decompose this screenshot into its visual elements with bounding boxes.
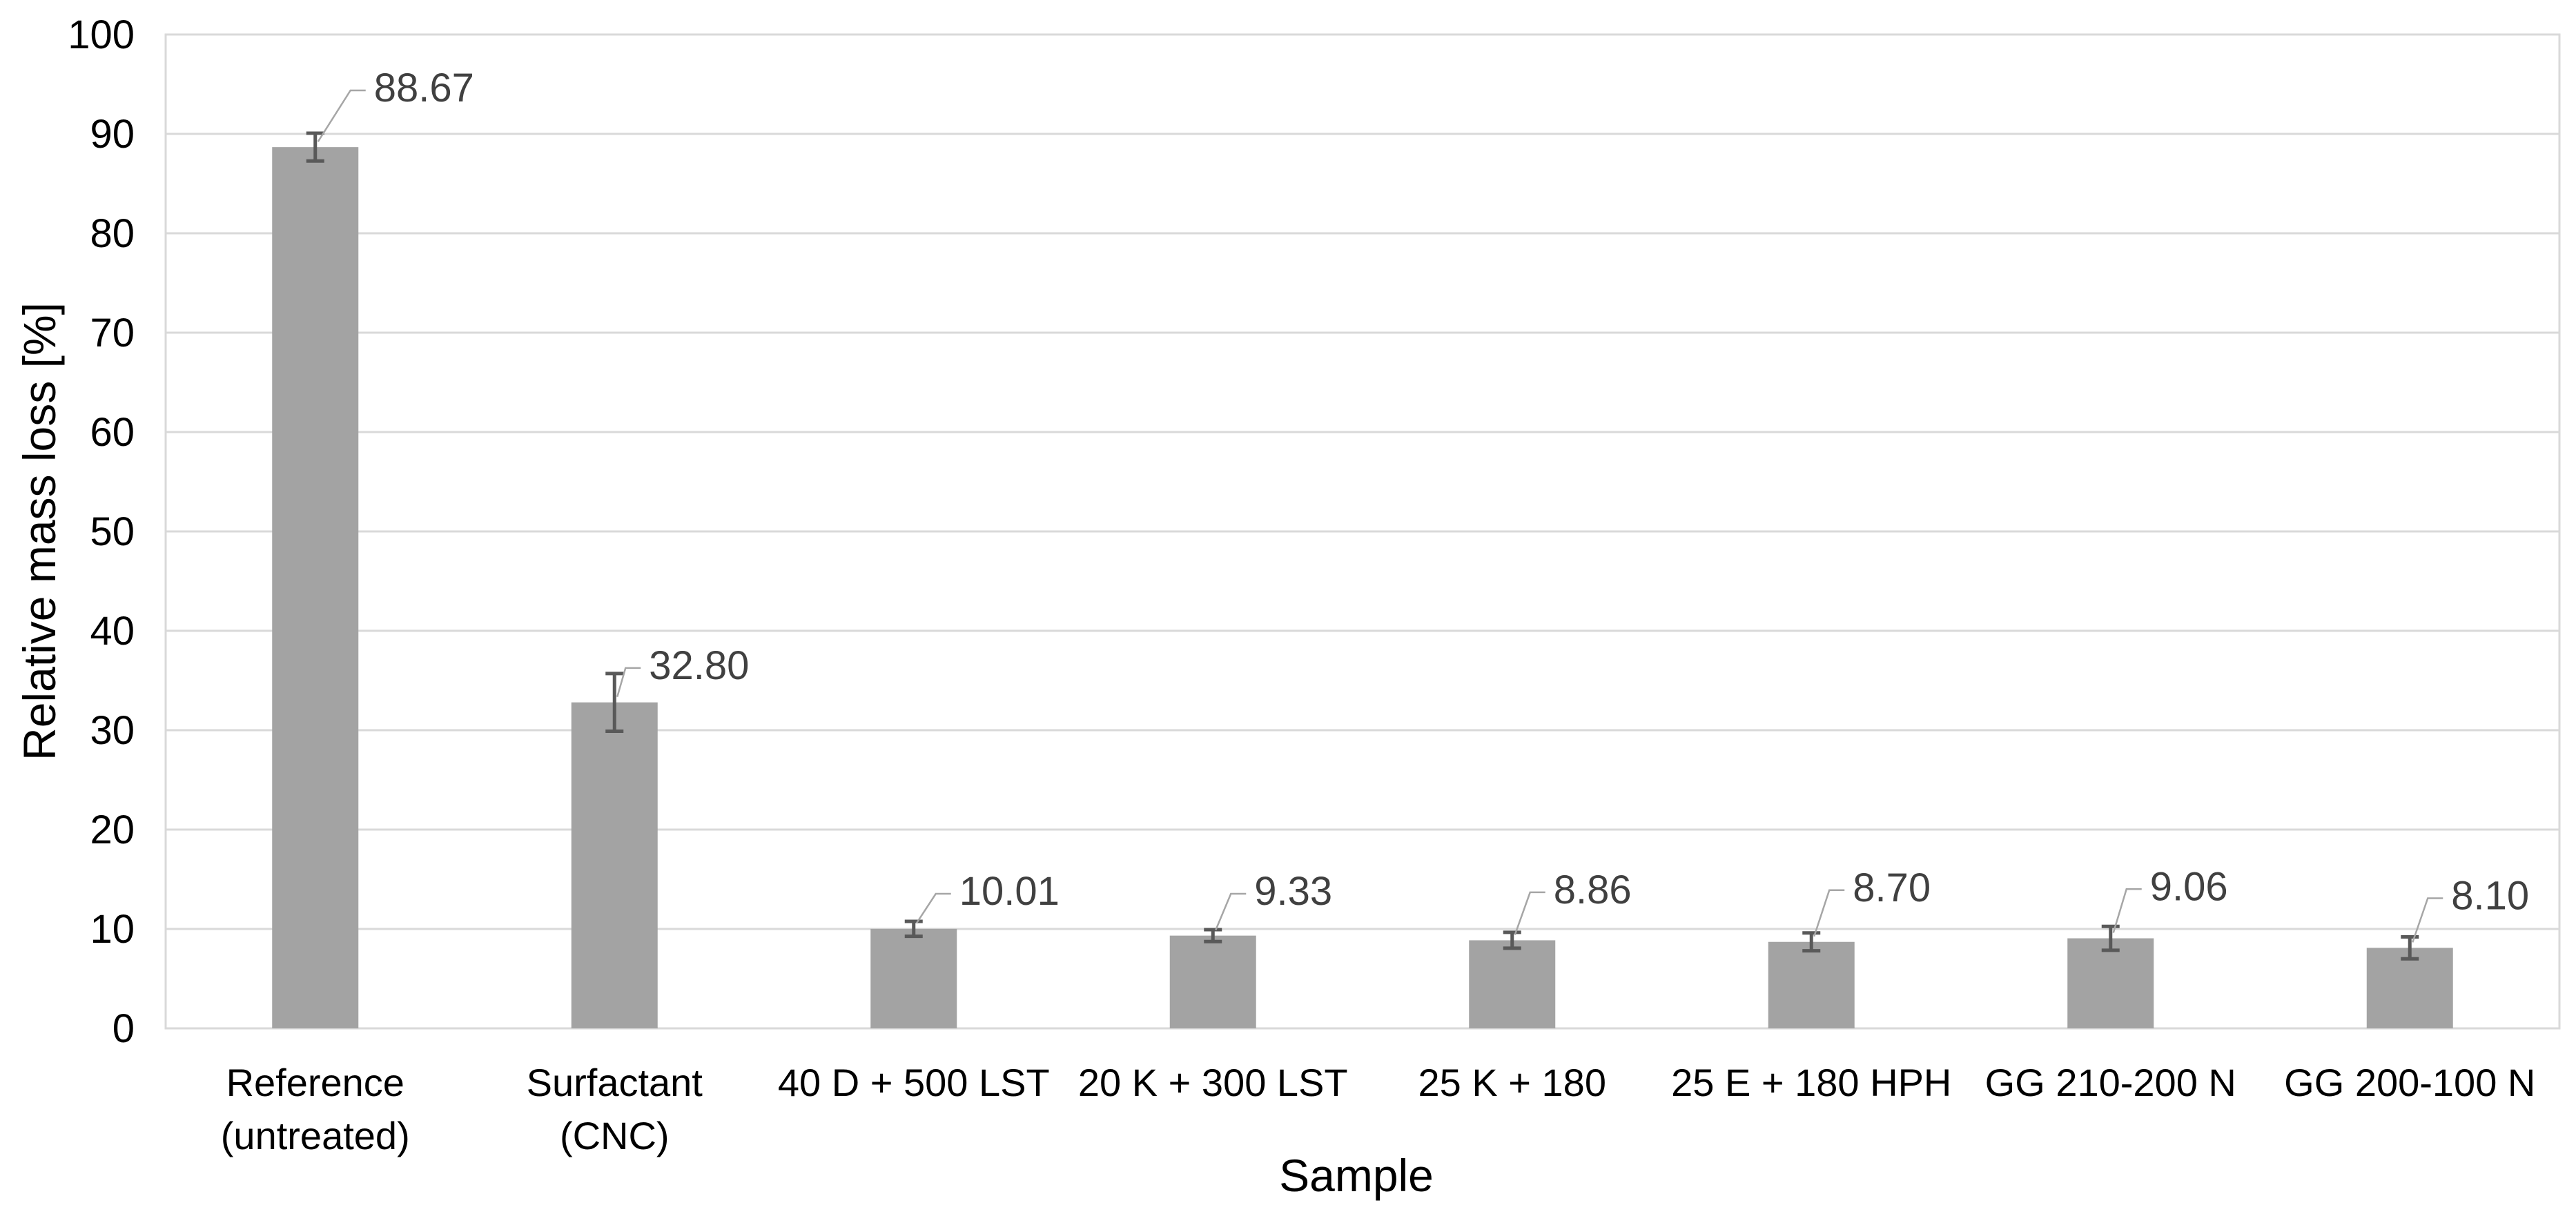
x-category-label: GG 200-100 N [2284,1061,2535,1104]
plot-border [164,33,2561,1030]
error-bars [306,131,2419,961]
bar [870,928,957,1028]
x-category-label: GG 210-200 N [1985,1061,2236,1104]
bar [2366,948,2453,1028]
bar [1469,940,1556,1028]
x-category-label: 40 D + 500 LST [778,1061,1050,1104]
x-category-label: Surfactant (CNC) [527,1061,703,1157]
bar [1768,941,1855,1028]
bar [2067,938,2154,1028]
x-axis-title: Sample [1279,1150,1434,1201]
x-category-labels: Reference (untreated) Surfactant (CNC) 40 D … [221,1061,2536,1157]
y-tick-label: 40 [90,609,135,654]
data-label: 9.06 [2150,864,2228,909]
x-category-label: Reference (untreated) [221,1061,410,1157]
leader-line [2112,888,2142,933]
bars [272,147,2453,1029]
leader-line [317,89,366,142]
data-label: 10.01 [959,869,1060,914]
leader-line [1215,892,1247,931]
data-label: 88.67 [374,66,474,110]
y-tick-label: 100 [68,12,135,57]
plot-border [164,33,2561,1030]
y-tick-labels: 0 10 20 30 40 50 60 70 80 90 100 [68,12,135,1051]
x-category-label: 25 E + 180 HPH [1671,1061,1951,1104]
y-tick-label: 90 [90,112,135,157]
data-label: 32.80 [649,643,749,688]
bar [1169,935,1256,1028]
data-label: 8.70 [1853,865,1931,910]
y-tick-label: 0 [113,1006,135,1051]
y-tick-label: 30 [90,708,135,753]
bar [571,702,658,1028]
data-label: 8.86 [1554,868,1632,912]
leader-line [2412,897,2443,943]
y-tick-label: 50 [90,509,135,554]
leader-line [915,892,951,924]
y-tick-label: 80 [90,211,135,256]
data-labels: 88.67 32.80 10.01 9.33 8.86 8.70 9.06 8.10 [374,66,2529,919]
x-category-label: 25 K + 180 [1418,1061,1606,1104]
y-tick-label: 70 [90,311,135,355]
leader-lines [317,89,2443,943]
data-label: 8.10 [2451,874,2529,919]
data-label: 9.33 [1254,869,1332,914]
leader-line [1813,889,1845,937]
bar [272,147,359,1029]
leader-line [616,667,641,698]
y-tick-label: 60 [90,410,135,455]
y-axis-title: Relative mass loss [%] [14,302,65,761]
y-tick-label: 10 [90,907,135,952]
leader-line [1514,891,1545,935]
x-category-label: 20 K + 300 LST [1078,1061,1348,1104]
y-tick-label: 20 [90,807,135,852]
